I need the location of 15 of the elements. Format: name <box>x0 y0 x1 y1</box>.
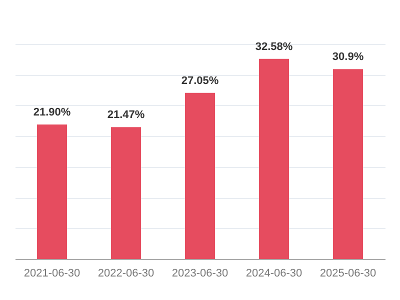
x-tick-label: 2023-06-30 <box>172 268 228 280</box>
bar <box>111 127 141 259</box>
data-label: 30.9% <box>332 51 364 64</box>
bar <box>37 124 67 259</box>
x-tick-label: 2021-06-30 <box>24 268 80 280</box>
bar <box>259 58 289 259</box>
x-tick-label: 2022-06-30 <box>98 268 154 280</box>
data-label: 21.47% <box>107 109 145 122</box>
data-label: 32.58% <box>255 40 293 53</box>
data-label: 21.90% <box>33 106 71 118</box>
x-tick-label: 2024-06-30 <box>246 268 302 280</box>
bar <box>333 69 363 259</box>
x-tick-label: 2025-06-30 <box>320 268 376 280</box>
bar <box>185 92 215 259</box>
data-label: 27.05% <box>181 74 219 87</box>
